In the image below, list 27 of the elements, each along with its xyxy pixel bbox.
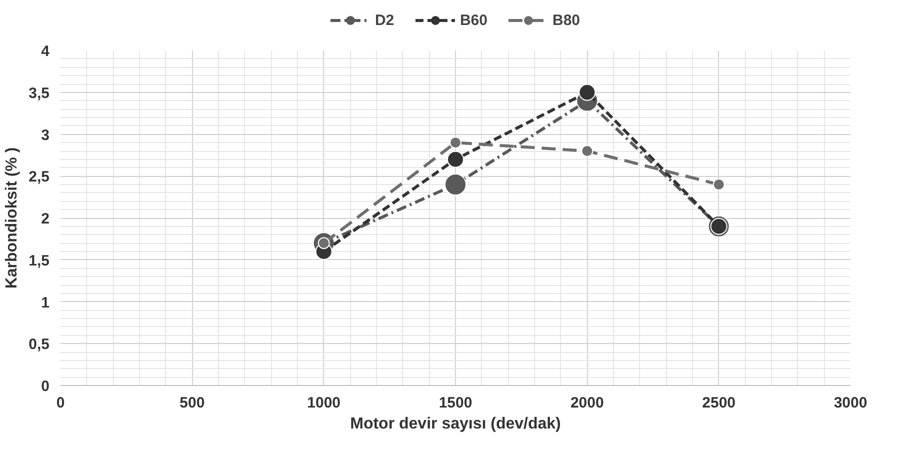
x-axis-title: Motor devir sayısı (dev/dak) (350, 416, 561, 432)
point (712, 178, 725, 190)
y-tick-label: 3,5 (28, 84, 50, 102)
y-tick-label: 1,5 (28, 252, 50, 270)
y-tick-label: 4 (41, 43, 50, 60)
y-tick-label: 2,5 (28, 168, 50, 186)
y-axis-title: Karbondioksit (% ) (4, 147, 21, 289)
x-tick-label: 1000 (307, 394, 341, 412)
x-tick-label: 3000 (834, 394, 868, 412)
x-tick-label: 500 (180, 394, 205, 412)
x-tick-label: 2500 (702, 394, 736, 412)
x-tick-label: 1500 (438, 394, 472, 412)
legend-label: B60 (460, 12, 488, 28)
legend-label: B80 (552, 12, 580, 28)
point (450, 136, 462, 149)
point (447, 150, 464, 168)
point (578, 84, 596, 101)
legend-label: D2 (374, 12, 395, 28)
y-tick-label: 2 (41, 210, 50, 228)
point (581, 145, 594, 157)
y-tick-label: 0,5 (28, 336, 50, 354)
y-tick-label: 0 (41, 378, 50, 395)
x-tick-label: 0 (56, 394, 65, 412)
y-tick-label: 3 (41, 126, 50, 144)
x-tick-label: 2000 (570, 394, 604, 412)
y-tick-label: 1 (41, 294, 50, 312)
point (444, 174, 466, 196)
